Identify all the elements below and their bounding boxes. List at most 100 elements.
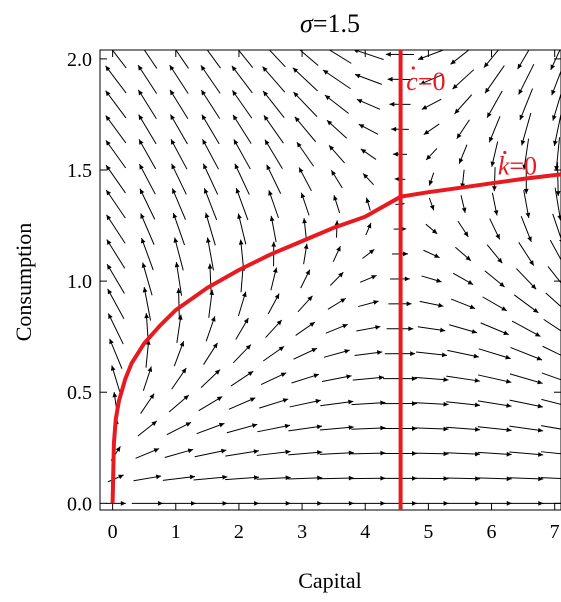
y-tick-label: 1.0 [67,271,92,293]
field-arrow [446,401,481,408]
field-arrow [172,212,186,246]
field-arrow [142,366,153,391]
field-arrow [208,289,215,318]
field-arrow [110,365,121,392]
field-arrow [109,338,123,369]
field-arrow [332,245,341,262]
field-arrow [352,375,385,381]
field-arrow [550,50,561,71]
field-arrow [547,266,561,284]
field-arrow [174,262,183,296]
field-arrow [265,319,283,338]
field-arrow [516,268,537,290]
field-arrow [484,65,505,94]
field-arrow [266,164,282,194]
field-arrow [194,448,227,458]
field-arrow [460,195,467,214]
field-arrow [105,500,126,506]
field-arrow [143,50,158,69]
field-arrow [237,50,254,68]
field-arrow [545,292,561,308]
field-arrow [509,500,544,506]
field-arrow [423,123,440,135]
field-arrow [417,50,445,61]
field-arrow [131,500,163,506]
field-arrow [237,291,247,317]
field-arrow [168,394,190,413]
field-arrow [207,263,213,295]
field-arrow [446,476,481,482]
field-arrow [171,188,186,220]
field-arrow [509,451,544,457]
field-arrow [175,50,189,69]
field-arrow [423,249,440,259]
y-tick-label: 0.0 [67,493,92,515]
y-tick-label: 1.5 [67,160,92,182]
field-arrow [106,214,126,244]
field-arrow [518,242,535,266]
field-arrow [414,476,449,481]
field-arrow [554,137,561,172]
field-arrow [262,90,285,118]
field-arrow [450,298,476,310]
field-arrow [257,423,291,433]
k-dot-zero-label: k=0 [498,151,537,180]
field-arrow [447,349,479,359]
field-arrow [230,370,254,387]
field-arrow [359,274,377,283]
field-arrow [225,475,260,481]
field-arrow [518,63,535,95]
field-arrow [450,50,470,65]
field-arrow [365,222,372,236]
field-arrow [414,376,449,382]
field-arrow [477,400,512,408]
field-arrow [510,346,543,361]
field-arrow [491,192,499,216]
field-arrow [137,89,157,119]
field-arrow [203,342,218,365]
x-tick-label: 6 [487,521,497,543]
field-arrow [105,90,127,119]
y-tick-label: 2.0 [67,49,92,71]
field-arrow [356,325,381,332]
field-arrow [509,399,544,409]
field-arrow [105,65,127,94]
field-arrow [483,50,499,68]
field-arrow [428,197,435,211]
field-arrow [166,421,192,436]
field-arrow [234,163,250,195]
field-arrow [356,98,381,110]
field-arrow [135,448,160,459]
field-arrow [540,477,561,480]
field-arrow [333,195,341,214]
field-arrow [288,475,323,481]
field-arrow [267,293,280,315]
field-arrow [452,272,474,286]
field-arrow [111,50,127,69]
field-arrow [414,426,449,432]
field-arrow [351,500,386,506]
field-arrow [482,296,507,312]
field-arrow [140,213,155,245]
field-arrow [417,326,446,333]
field-arrow [362,173,375,186]
field-arrow [519,88,534,121]
field-arrow [105,140,127,169]
field-arrow [299,50,319,66]
field-arrow [419,300,444,308]
field-arrow [302,218,307,240]
field-arrow [205,316,216,342]
field-arrow [509,476,544,482]
field-arrow [522,138,530,170]
field-arrow [256,500,291,506]
field-arrow [329,271,344,286]
field-arrow [238,239,245,269]
field-arrow [225,500,260,506]
field-arrow [288,424,323,432]
field-arrow [446,375,480,383]
field-arrow [480,322,509,336]
field-arrow [541,398,561,405]
field-arrow [297,295,313,313]
field-arrow [358,123,379,135]
field-arrow [358,300,379,308]
